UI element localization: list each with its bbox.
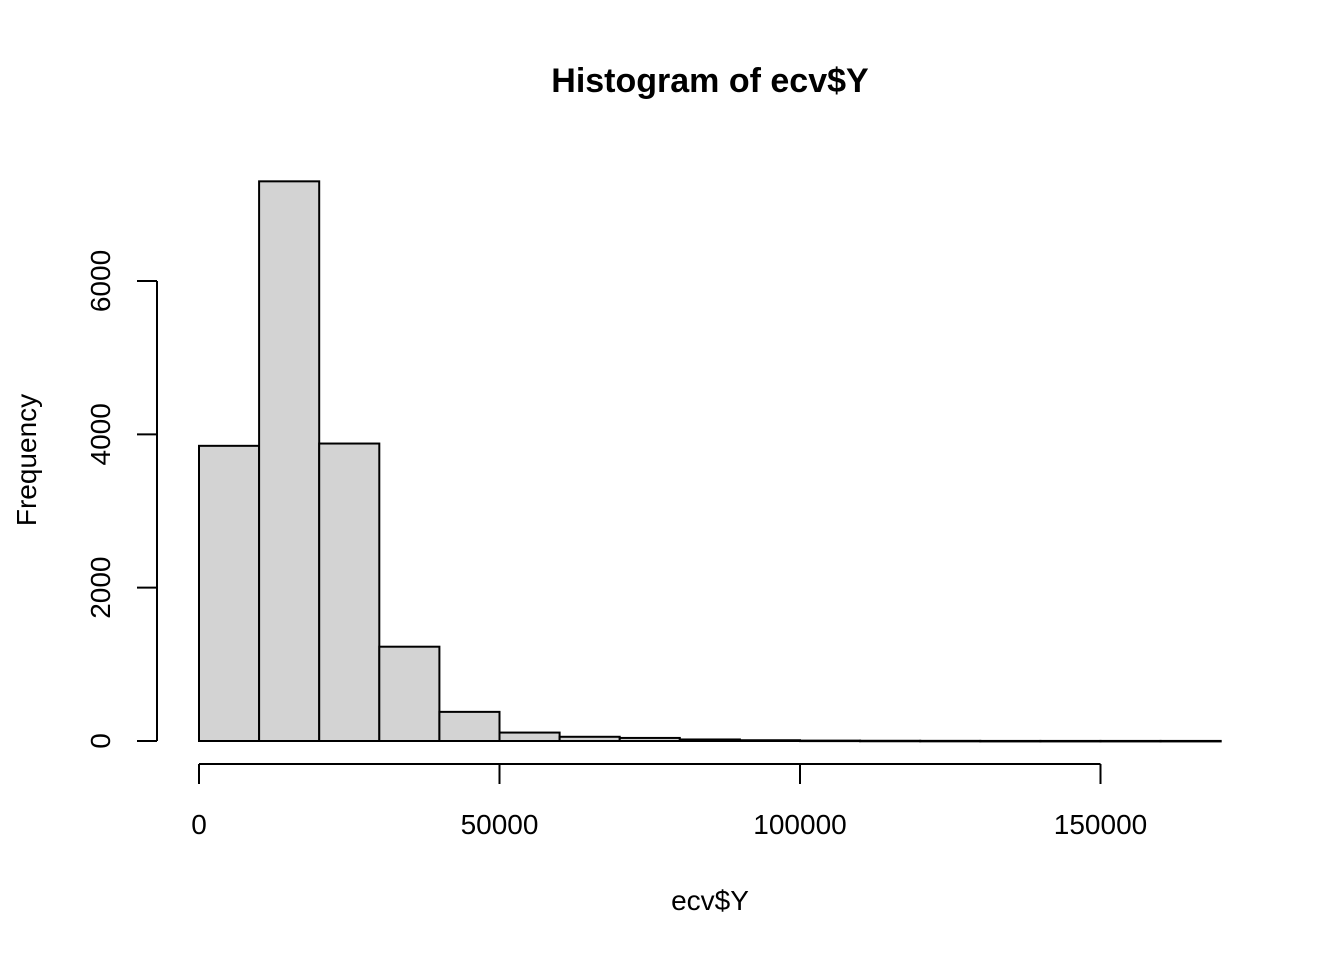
x-axis: 0 50000 100000 150000: [191, 740, 1221, 840]
y-tick-label: 6000: [85, 250, 116, 312]
histogram-bar: [498, 731, 561, 742]
histogram-bar: [378, 645, 441, 743]
x-tick-label: 50000: [461, 809, 539, 840]
histogram-bar: [438, 710, 501, 742]
y-tick-label: 0: [85, 733, 116, 749]
y-axis-label: Frequency: [11, 394, 42, 526]
bars-group: [198, 180, 1222, 743]
y-tick-label: 2000: [85, 557, 116, 619]
y-tick-label: 4000: [85, 403, 116, 465]
histogram-bar: [318, 442, 381, 742]
x-tick-label: 100000: [753, 809, 846, 840]
x-axis-label: ecv$Y: [671, 885, 749, 916]
x-tick-label: 150000: [1054, 809, 1147, 840]
y-axis: 0 2000 4000 6000: [85, 250, 158, 749]
histogram-bar: [198, 444, 261, 742]
chart-title: Histogram of ecv$Y: [551, 62, 869, 100]
histogram-bar: [258, 180, 321, 743]
x-tick-label: 0: [191, 809, 207, 840]
